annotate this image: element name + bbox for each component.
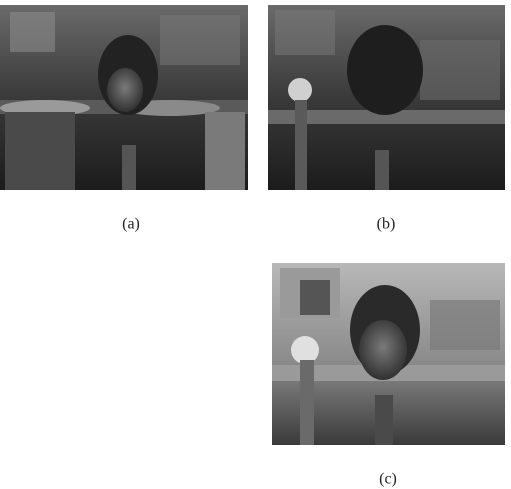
figure: (a) (b) (c) [0, 0, 511, 489]
panel-label: (c) [379, 471, 397, 488]
panel-label: (b) [377, 216, 396, 233]
photo-c [272, 263, 505, 445]
panel-label: (a) [122, 216, 140, 233]
photo-a [0, 5, 248, 190]
photo-b [268, 5, 505, 190]
